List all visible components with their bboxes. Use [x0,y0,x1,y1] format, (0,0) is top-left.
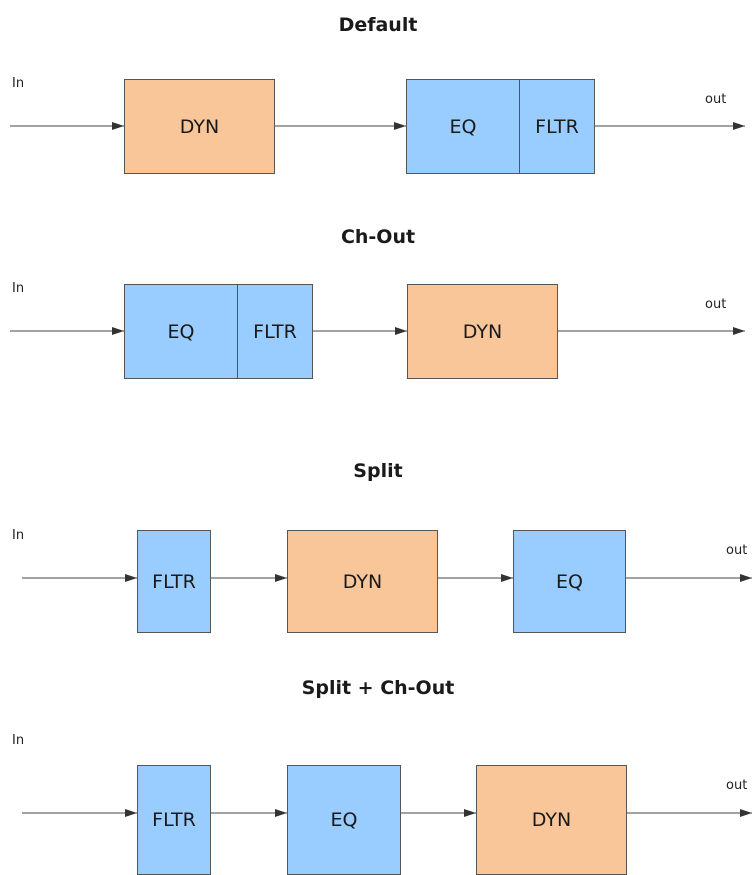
in-label: In [12,281,25,296]
block-label: DYN [179,115,220,138]
block-label: DYN [531,809,572,831]
diagram-title-split-ch-out: Split + Ch-Out [301,677,455,699]
dyn-block: DYN [124,79,275,174]
dyn-block: DYN [407,284,558,379]
eq-block: EQ [513,530,626,633]
block-label: EQ [556,570,583,593]
in-label: In [12,76,25,91]
block-label: EQ [449,115,477,138]
block-label: EQ [167,320,195,343]
fltr-block: FLTR [519,79,595,174]
diagram-title-default: Default [338,14,418,36]
block-label: DYN [462,320,503,343]
diagram-title-ch-out: Ch-Out [340,226,416,248]
out-label: out [726,543,748,558]
in-label: In [12,733,25,748]
eq-block: EQ [124,284,238,379]
dyn-block: DYN [287,530,438,633]
block-label: FLTR [253,320,297,343]
block-label: FLTR [535,115,579,138]
out-label: out [705,92,727,107]
fltr-block: FLTR [237,284,313,379]
fltr-block: FLTR [137,765,211,875]
block-label: EQ [330,809,358,831]
eq-block: EQ [287,765,401,875]
out-label: out [726,778,748,793]
out-label: out [705,297,727,312]
dyn-block: DYN [476,765,627,875]
fltr-block: FLTR [137,530,211,633]
block-label: DYN [342,570,383,593]
in-label: In [12,528,25,543]
block-label: FLTR [152,809,196,831]
diagram-title-split: Split [353,460,403,482]
eq-block: EQ [406,79,520,174]
block-label: FLTR [152,570,196,593]
